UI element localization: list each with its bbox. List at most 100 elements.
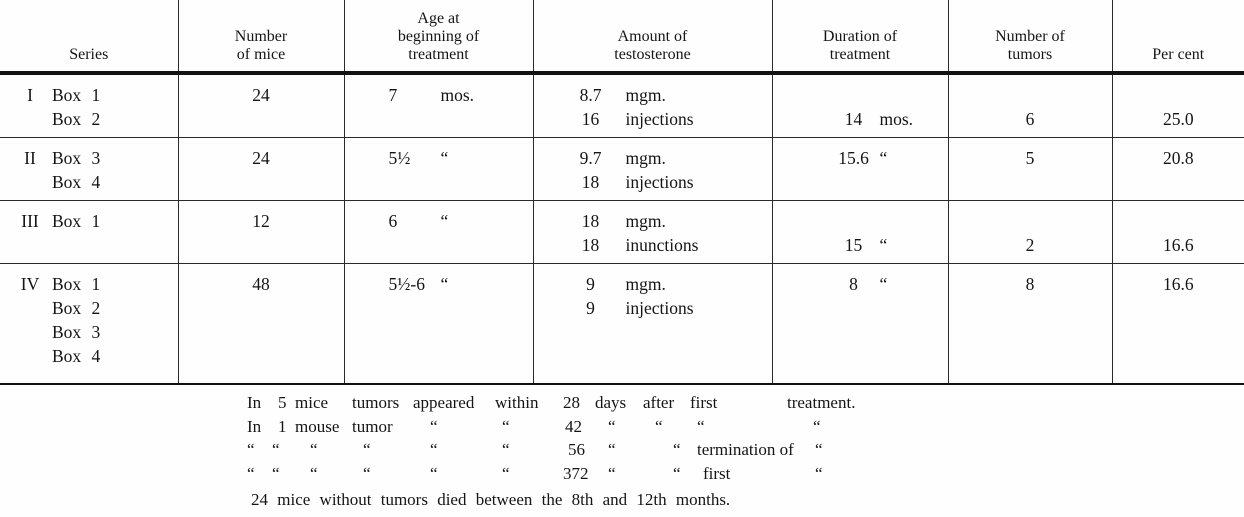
footnote-token: “	[363, 463, 371, 483]
footnote-token: “	[673, 463, 681, 483]
footnote-token: “	[430, 440, 438, 459]
duration-cell: 14 mos.	[772, 73, 949, 138]
footnote-token: In	[247, 393, 262, 412]
footnote-summary-text: 24 mice without tumors died between the …	[251, 490, 731, 509]
footnote-token: 28	[563, 393, 580, 412]
footnote-token: first	[690, 393, 718, 412]
footnote-token: “	[608, 416, 616, 436]
age-cell: 6 “	[344, 200, 534, 264]
series-numeral: III	[21, 211, 39, 231]
footnote-token: appeared	[413, 393, 475, 412]
footnote-token: “	[608, 440, 616, 459]
table-row-series-II: II Box 3 Box 4 24 5½ “ 9.7 mgm. 18 injection…	[0, 137, 1244, 201]
footnote-token: 42	[565, 416, 582, 436]
footnote-line: “ “ “ “ “ “ 56 “ “ termination of “	[247, 440, 1244, 464]
column-header-age: Age at beginning of treatment	[344, 0, 534, 75]
mice-cell: 48	[178, 263, 345, 385]
box-label: Box 3	[52, 148, 101, 168]
column-header-series: Series	[0, 0, 179, 75]
age-cell: 5½-6 “	[344, 263, 534, 385]
footnote-token: 372	[563, 463, 589, 483]
footnote-token: “	[502, 440, 510, 459]
footnote-token: 1	[278, 416, 287, 436]
footnote-token: tumors	[352, 393, 400, 412]
footnote-token: “	[673, 440, 681, 459]
results-table: Series Number of mice Age at beginning o…	[0, 0, 1244, 385]
box-label: Box 1	[52, 274, 101, 294]
series-numeral: IV	[20, 274, 40, 294]
amount-cell: 9.7 mgm. 18 injections	[533, 137, 773, 201]
tumors-cell: 2	[948, 200, 1113, 264]
footnote-token: 5	[278, 393, 287, 412]
box-label: Box 2	[52, 298, 101, 318]
series-cell: I Box 1 Box 2	[0, 73, 179, 138]
age-cell: 7 mos.	[344, 73, 534, 138]
box-label: Box 4	[52, 172, 101, 192]
amount-cell: 8.7 mgm. 16 injections	[533, 73, 773, 138]
footnote-token: “	[310, 440, 318, 459]
series-cell: III Box 1	[0, 200, 179, 264]
footnote-line: In 5 mice tumors appeared within 28 days…	[247, 393, 1244, 417]
footnote-token: “	[502, 463, 510, 483]
footnote-token: “	[815, 440, 823, 459]
column-header-amount-testosterone: Amount of testosterone	[533, 0, 773, 75]
mice-cell: 24	[178, 73, 345, 138]
percent-cell: 16.6	[1112, 263, 1244, 385]
tumors-cell: 5	[948, 137, 1113, 201]
footnote-token: “	[247, 440, 255, 459]
series-cell: IV Box 1 Box 2 Box 3 Box 4	[0, 263, 179, 385]
footnote-token: first	[703, 463, 731, 483]
footnote-token: mice	[295, 393, 329, 412]
percent-cell: 20.8	[1112, 137, 1244, 201]
box-label: Box 1	[52, 211, 101, 231]
footnote-token: treatment.	[787, 393, 856, 412]
footnotes-block: In 5 mice tumors appeared within 28 days…	[247, 393, 1244, 514]
mice-cell: 12	[178, 200, 345, 264]
mice-cell: 24	[178, 137, 345, 201]
footnote-token: “	[430, 463, 438, 483]
box-label: Box 1	[52, 85, 101, 105]
footnote-token: 56	[568, 440, 585, 459]
percent-cell: 16.6	[1112, 200, 1244, 264]
tumors-cell: 6	[948, 73, 1113, 138]
footnote-token: “	[272, 440, 280, 459]
footnote-summary-line: 24 mice without tumors died between the …	[247, 490, 1244, 514]
footnote-token: tumor	[352, 416, 393, 436]
tumors-cell: 8	[948, 263, 1113, 385]
amount-cell: 9 mgm. 9 injections	[533, 263, 773, 385]
footnote-line: In 1 mouse tumor “ “ 42 “ “ “ “	[247, 417, 1244, 441]
column-header-per-cent: Per cent	[1112, 0, 1244, 75]
table-row-series-III: III Box 1 12 6 “ 18 mgm. 18 inunctions 15 “ 2…	[0, 200, 1244, 264]
footnote-line: “ “ “ “ “ “ 372 “ “ first “	[247, 464, 1244, 488]
header-row: Series Number of mice Age at beginning o…	[0, 0, 1244, 75]
footnote-token: “	[247, 463, 255, 483]
table-row-series-IV: IV Box 1 Box 2 Box 3 Box 4 48 5½-6 “ 9 mgm.…	[0, 263, 1244, 385]
footnote-token: “	[813, 416, 821, 436]
duration-cell: 15.6 “	[772, 137, 949, 201]
column-header-number-of-mice: Number of mice	[178, 0, 345, 75]
box-label: Box 3	[52, 322, 101, 342]
footnote-token: mouse	[295, 416, 340, 436]
footnote-token: “	[502, 416, 510, 436]
footnote-token: “	[363, 440, 371, 459]
series-numeral: I	[27, 85, 33, 105]
amount-cell: 18 mgm. 18 inunctions	[533, 200, 773, 264]
series-numeral: II	[24, 148, 36, 168]
footnote-token: “	[697, 416, 705, 436]
column-header-number-of-tumors: Number of tumors	[948, 0, 1113, 75]
footnote-token: “	[608, 463, 616, 483]
footnote-token: “	[272, 463, 280, 483]
percent-cell: 25.0	[1112, 73, 1244, 138]
age-cell: 5½ “	[344, 137, 534, 201]
series-cell: II Box 3 Box 4	[0, 137, 179, 201]
footnote-token: after	[643, 393, 675, 412]
footnote-token: termination of	[697, 440, 794, 459]
footnote-token: “	[310, 463, 318, 483]
footnote-token: “	[430, 416, 438, 436]
footnote-token: within	[495, 393, 539, 412]
column-header-duration: Duration of treatment	[772, 0, 949, 75]
box-label: Box 2	[52, 109, 101, 129]
footnote-token: “	[655, 416, 663, 436]
footnote-token: days	[595, 393, 627, 412]
